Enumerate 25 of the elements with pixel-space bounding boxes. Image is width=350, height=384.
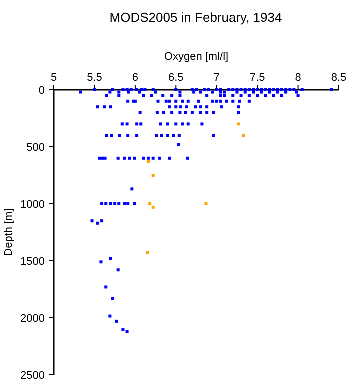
point xyxy=(237,122,240,126)
y-tick-label: 2500 xyxy=(20,370,45,382)
y-tick-label: 500 xyxy=(26,142,45,154)
chart-title: MODS2005 in February, 1934 xyxy=(110,10,282,25)
point xyxy=(152,206,155,209)
y-tick-label: 2000 xyxy=(20,312,45,325)
x-tick-label: 7.5 xyxy=(250,72,266,84)
x-tick-label: 7 xyxy=(214,72,220,84)
y-tick-label: 0 xyxy=(38,84,45,97)
x-axis-title: Oxygen [ml/l] xyxy=(164,51,229,63)
y-tick-label: 1500 xyxy=(20,256,45,268)
x-tick-label: 6.5 xyxy=(168,72,184,84)
y-axis-title: Depth [m] xyxy=(3,208,15,256)
x-tick-label: 6 xyxy=(132,72,138,84)
point xyxy=(242,134,246,138)
y-tick-label: 1000 xyxy=(20,198,45,211)
x-tick-label: 5.5 xyxy=(87,72,102,84)
x-tick-label: 8 xyxy=(295,72,302,84)
point xyxy=(146,160,150,164)
x-tick-label: 8.5 xyxy=(331,72,347,84)
x-tick-label: 5 xyxy=(50,72,58,84)
point xyxy=(146,252,150,255)
point xyxy=(204,202,208,206)
point xyxy=(148,202,152,206)
point xyxy=(152,174,155,177)
